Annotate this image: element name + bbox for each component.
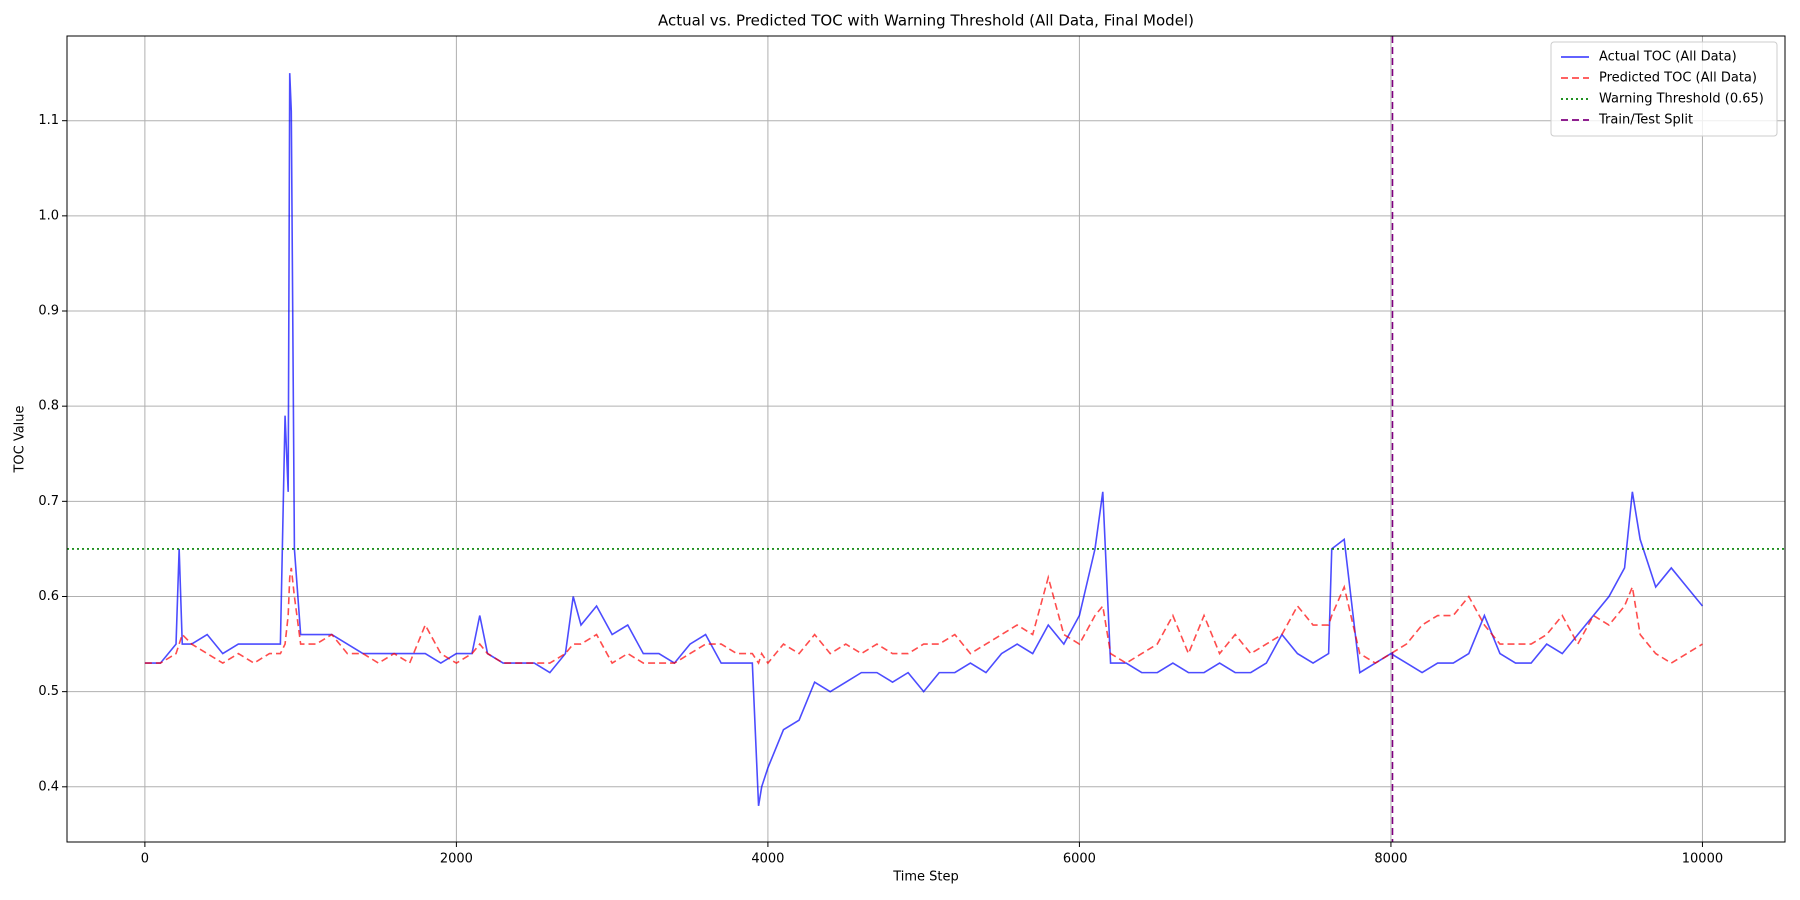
legend: Actual TOC (All Data) Predicted TOC (All … [1550,41,1778,137]
y-tick-label: 1.0 [38,208,59,223]
y-axis-label: TOC Value [13,405,28,473]
y-tick-label: 0.8 [38,399,59,414]
x-tick-label: 4000 [751,852,784,867]
x-axis-label: Time Step [892,870,959,885]
x-tick-label: 10000 [1682,852,1723,867]
x-tick-label: 2000 [440,852,473,867]
y-tick-label: 1.1 [38,113,59,128]
legend-label: Predicted TOC (All Data) [1599,71,1757,86]
y-tick-label: 0.9 [38,304,59,319]
data-line [144,567,1703,665]
y-tick-label: 0.5 [38,684,59,699]
y-tick-label: 0.6 [38,589,59,604]
legend-label: Warning Threshold (0.65) [1599,92,1764,107]
x-tick-label: 8000 [1374,852,1407,867]
legend-label: Train/Test Split [1598,113,1693,128]
chart-title: Actual vs. Predicted TOC with Warning Th… [658,12,1194,30]
y-tick-label: 0.4 [38,779,59,794]
y-tick-label: 0.7 [38,494,59,509]
plot-frame [66,35,1786,843]
legend-box [1550,41,1778,137]
x-tick-label: 0 [141,852,149,867]
x-tick-label: 6000 [1063,852,1096,867]
legend-label: Actual TOC (All Data) [1599,50,1737,65]
data-line [144,73,1704,806]
